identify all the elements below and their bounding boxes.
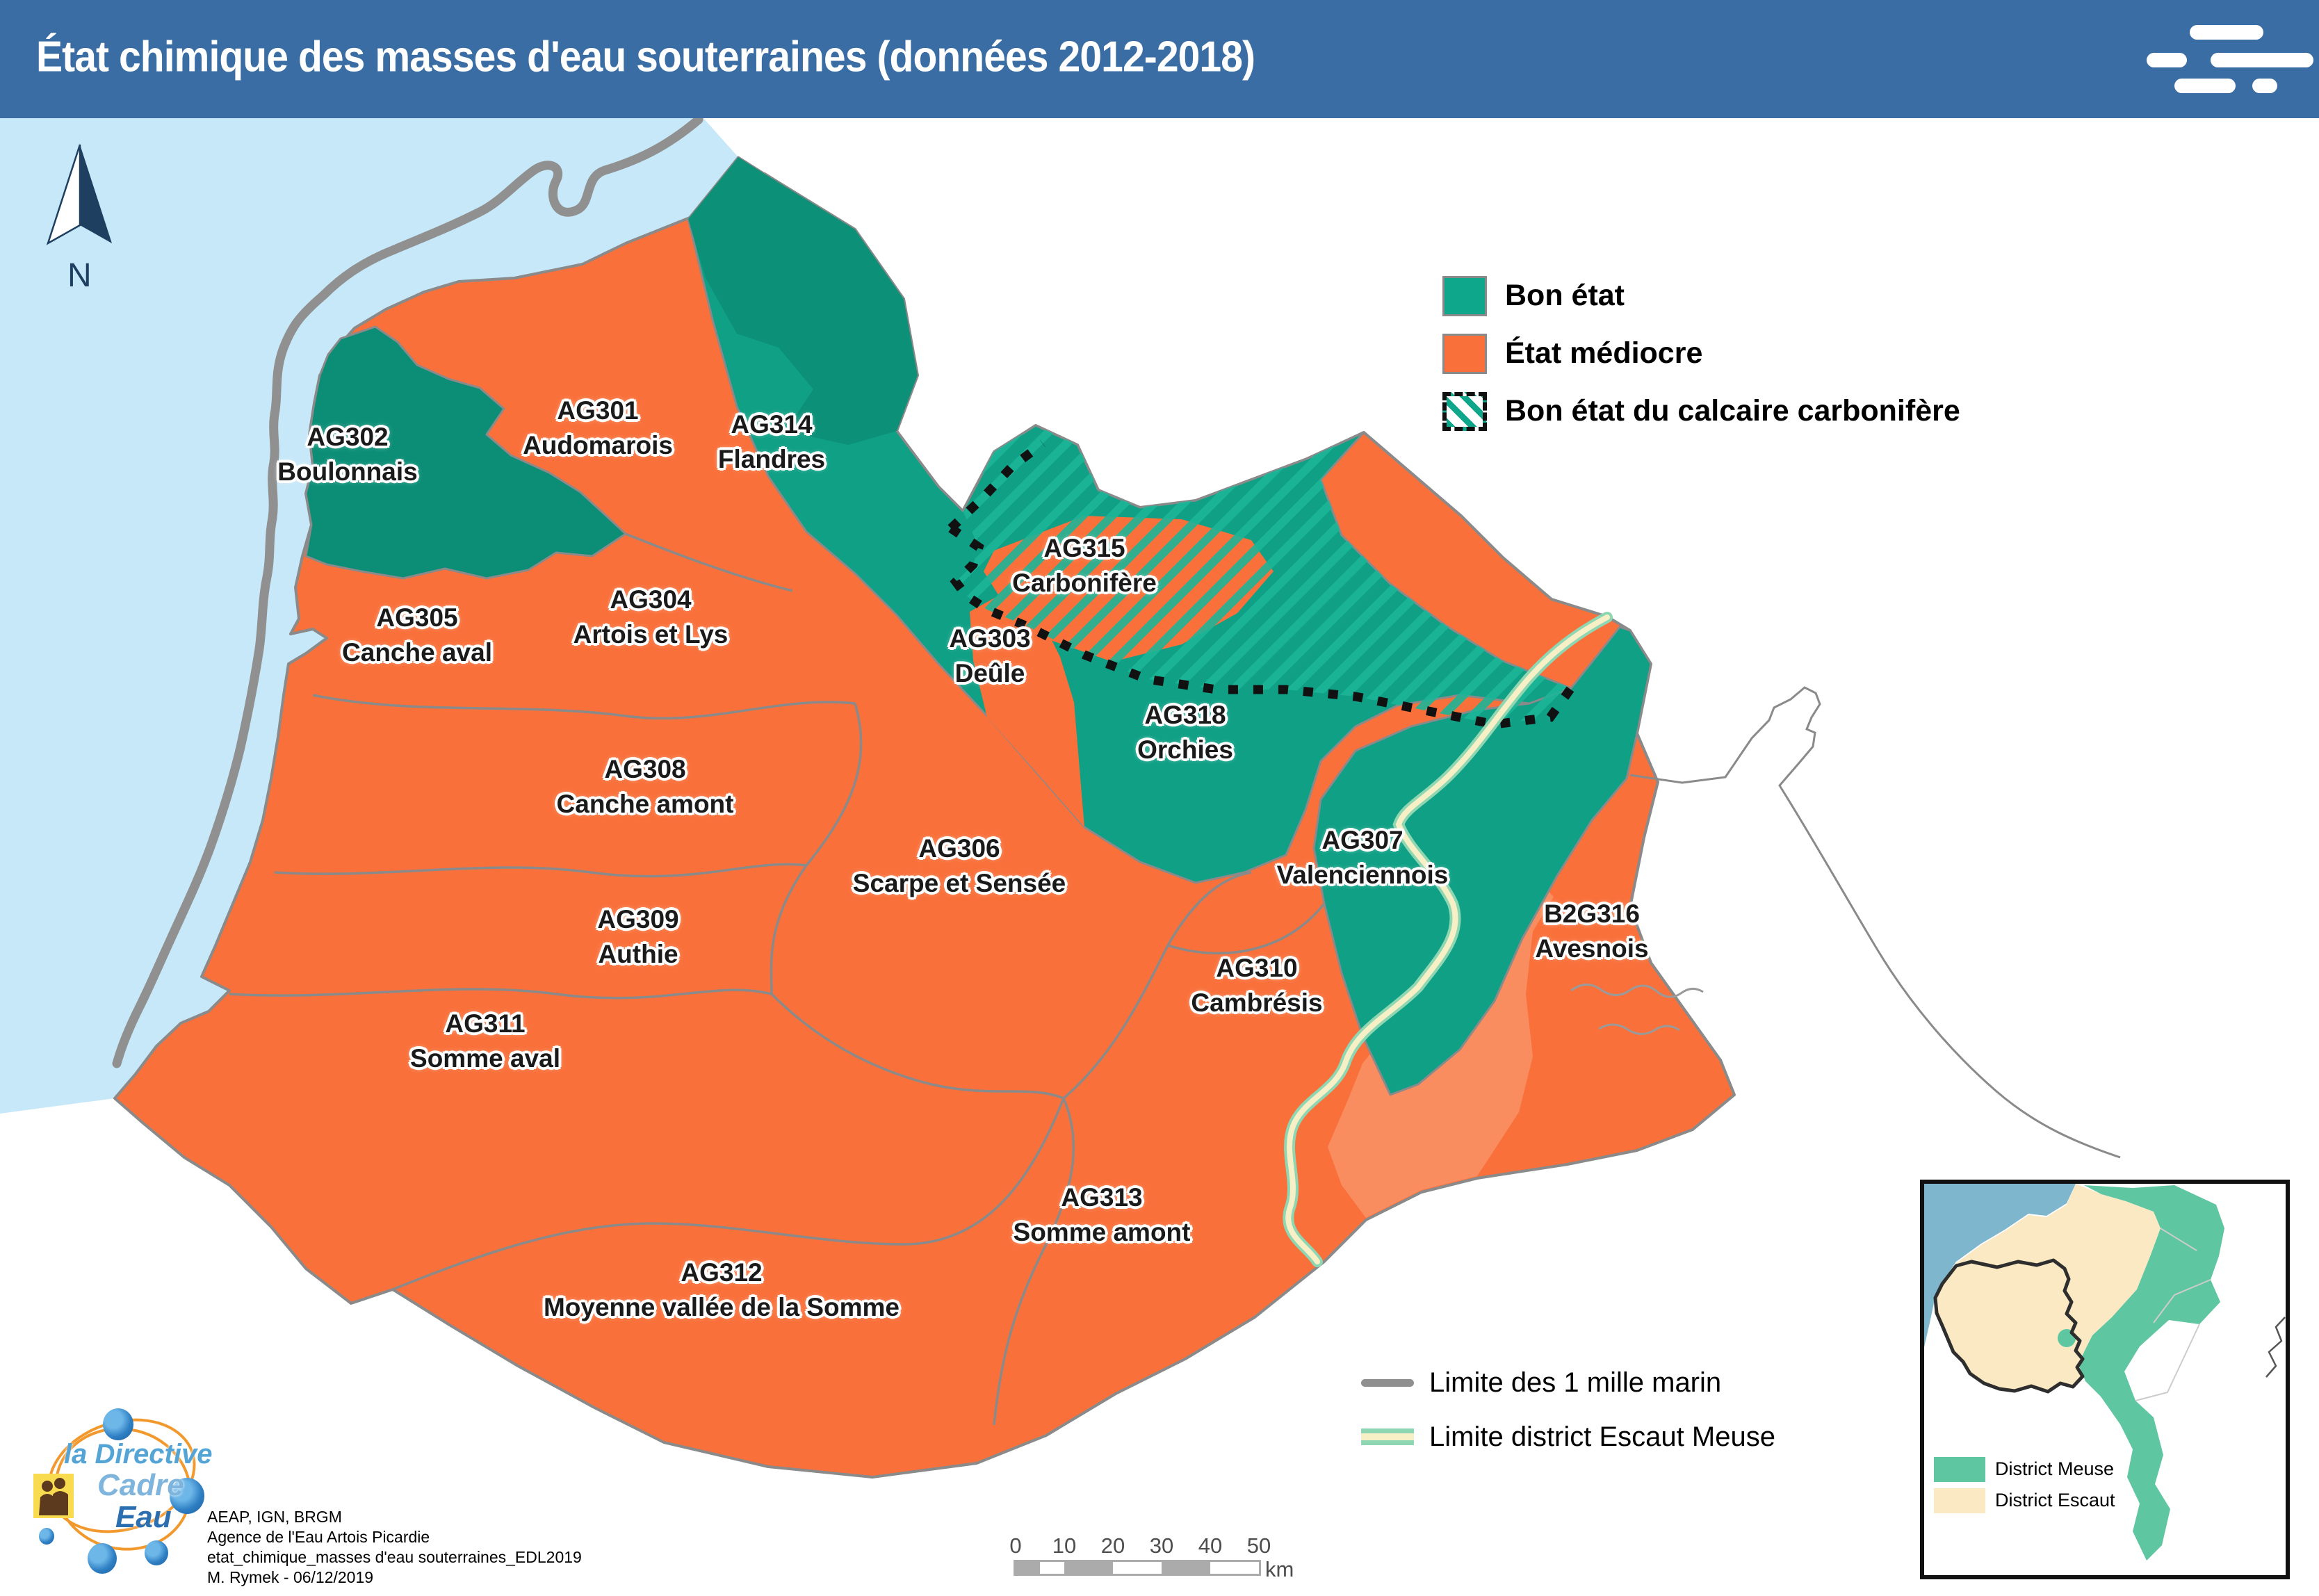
- sambre-river: [1570, 984, 1704, 1035]
- people-icon: [33, 1474, 74, 1518]
- region-deule[interactable]: [970, 594, 1084, 827]
- inset-east-border: [2265, 1317, 2286, 1378]
- inset-swatch-escaut: [1934, 1488, 1985, 1513]
- main-map[interactable]: N: [0, 118, 2319, 1596]
- escaut-meuse-limit-core: [1285, 614, 1610, 1264]
- carbonifere-dotted-limit-nw: [947, 439, 1045, 532]
- scale-ticks: 0 10 20 30 40 50: [1009, 1533, 1271, 1558]
- planet-icon: [88, 1543, 117, 1574]
- inset-thin-borders: [2135, 1228, 2211, 1401]
- legend-line-escaut-meuse: [1361, 1428, 1414, 1445]
- scale-bar-graphic: [1014, 1560, 1261, 1576]
- inset-legend-item-meuse: District Meuse: [1934, 1454, 2115, 1485]
- inset-sea: [1924, 1184, 2076, 1347]
- title-bar: État chimique des masses d'eau souterrai…: [0, 0, 2319, 118]
- inset-overview-map[interactable]: District Meuse District Escaut: [1920, 1180, 2290, 1579]
- inset-district-meuse: [2078, 1185, 2224, 1561]
- map-credits: AEAP, IGN, BRGM Agence de l'Eau Artois P…: [207, 1508, 582, 1586]
- belgium-border: [1629, 686, 2121, 1159]
- legend: Bon état État médiocre Bon état du calca…: [1442, 267, 1960, 440]
- legend-item-carbonifere: Bon état du calcaire carbonifère: [1442, 382, 1960, 440]
- north-arrow-icon: N: [46, 144, 112, 294]
- legend-item-etat-mediocre: État médiocre: [1442, 325, 1960, 382]
- scale-tick-50: 50: [1246, 1533, 1271, 1558]
- legend-swatch-bon-etat: [1442, 275, 1487, 316]
- directive-cadre-eau-logo: la Directive Cadre Eau: [32, 1396, 214, 1583]
- legend-item-escaut-meuse: Limite district Escaut Meuse: [1361, 1410, 1775, 1464]
- scale-tick-0: 0: [1009, 1533, 1022, 1558]
- mille-marin-limit: [112, 118, 703, 1068]
- line-legend: Limite des 1 mille marin Limite district…: [1361, 1355, 1775, 1464]
- inset-legend-item-escaut: District Escaut: [1934, 1485, 2115, 1516]
- page-title: État chimique des masses d'eau souterrai…: [36, 33, 1255, 81]
- inset-swatch-meuse: [1934, 1456, 1985, 1482]
- interior-boundaries: [229, 532, 1326, 1426]
- planet-icon: [170, 1478, 204, 1514]
- legend-item-bon-etat: Bon état: [1442, 267, 1960, 325]
- scale-tick-10: 10: [1052, 1533, 1077, 1558]
- legend-line-mille-marin: [1361, 1378, 1414, 1387]
- svg-text:N: N: [67, 257, 92, 294]
- scale-tick-40: 40: [1198, 1533, 1223, 1558]
- scale-unit: km: [1265, 1557, 1294, 1581]
- region-green-coastal-band: [688, 157, 918, 445]
- inset-artois-picardie-outline: [1933, 1258, 2085, 1394]
- region-boulonnais[interactable]: [304, 325, 627, 580]
- region-carbonifere-hatch[interactable]: [956, 425, 1571, 724]
- scale-tick-20: 20: [1100, 1533, 1125, 1558]
- planet-icon: [145, 1540, 168, 1565]
- legend-swatch-etat-mediocre: [1442, 333, 1487, 374]
- sea-area: [0, 118, 765, 1114]
- inset-district-escaut: [1935, 1184, 2161, 1392]
- planet-icon: [103, 1408, 133, 1440]
- legend-swatch-carbonifere: [1442, 391, 1487, 431]
- scale-tick-30: 30: [1149, 1533, 1174, 1558]
- planet-icon: [39, 1528, 54, 1545]
- inset-map-svg: [1924, 1184, 2286, 1561]
- carbonifere-dotted-limit: [948, 524, 1575, 729]
- inset-legend: District Meuse District Escaut: [1934, 1454, 2115, 1516]
- scale-bar: 0 10 20 30 40 50 km: [1009, 1533, 1294, 1581]
- legend-item-mille-marin: Limite des 1 mille marin: [1361, 1355, 1775, 1410]
